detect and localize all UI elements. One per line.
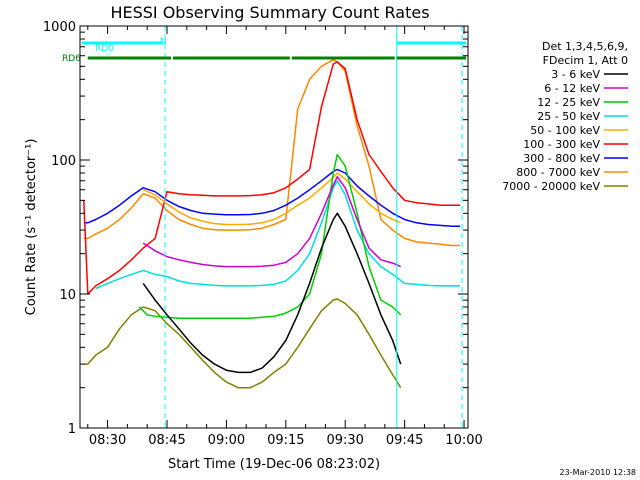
attenuator-bar-label: RD6: [62, 54, 81, 64]
series-layer: [83, 58, 461, 389]
legend-item-label: 12 - 25 keV: [537, 96, 600, 109]
legend-item-label: 7000 - 20000 keV: [502, 180, 600, 193]
x-tick-label: 08:30: [89, 433, 126, 448]
legend: Det 1,3,4,5,6,9, FDecim 1, Att 0 3 - 6 k…: [502, 40, 628, 193]
series-line: [142, 175, 402, 268]
series-line: [95, 180, 461, 290]
series-line: [142, 212, 402, 374]
legend-header-line-1: Det 1,3,4,5,6,9,: [542, 40, 628, 53]
legend-item-label: 50 - 100 keV: [530, 124, 600, 137]
legend-item-label: 6 - 12 keV: [544, 82, 600, 95]
overlay-layer: RD0 RD6 N: [62, 26, 467, 428]
legend-header-line-2: FDecim 1, Att 0: [543, 54, 628, 67]
y-tick-label: 100: [51, 154, 76, 169]
legend-item-label: 300 - 800 keV: [523, 152, 600, 165]
legend-item-label: 100 - 300 keV: [523, 138, 600, 151]
x-tick-label: 08:45: [148, 433, 185, 448]
y-axis-ticks: 1 10 100 1000: [43, 20, 468, 437]
x-tick-label: 09:30: [326, 433, 363, 448]
chart-title: HESSI Observing Summary Count Rates: [110, 3, 429, 22]
series-line: [83, 298, 402, 389]
y-axis-label: Count Rate (s⁻¹ detector⁻¹): [24, 139, 39, 316]
x-tick-label: 09:00: [208, 433, 245, 448]
y-tick-label: 1000: [43, 20, 76, 35]
y-tick-label: 1: [68, 422, 76, 437]
footer-date: 23-Mar-2010 12:38: [560, 468, 637, 477]
x-tick-label: 10:00: [445, 433, 482, 448]
series-line: [138, 153, 402, 319]
legend-item-label: 800 - 7000 keV: [516, 166, 600, 179]
attenuator-tag: N: [160, 37, 167, 47]
legend-item-label: 25 - 50 keV: [537, 110, 600, 123]
plot-frame: [79, 25, 469, 429]
legend-item-label: 3 - 6 keV: [551, 68, 600, 81]
series-line: [142, 172, 401, 226]
x-tick-label: 09:15: [267, 433, 304, 448]
x-tick-label: 09:45: [386, 433, 423, 448]
y-tick-label: 10: [59, 288, 76, 303]
x-axis-label: Start Time (19-Dec-06 08:23:02): [168, 457, 380, 472]
x-axis-ticks: 08:30 08:45 09:00 09:15 09:30 09:45 10:00: [87, 26, 483, 448]
attenuator-bar-label: RD0: [95, 44, 114, 54]
